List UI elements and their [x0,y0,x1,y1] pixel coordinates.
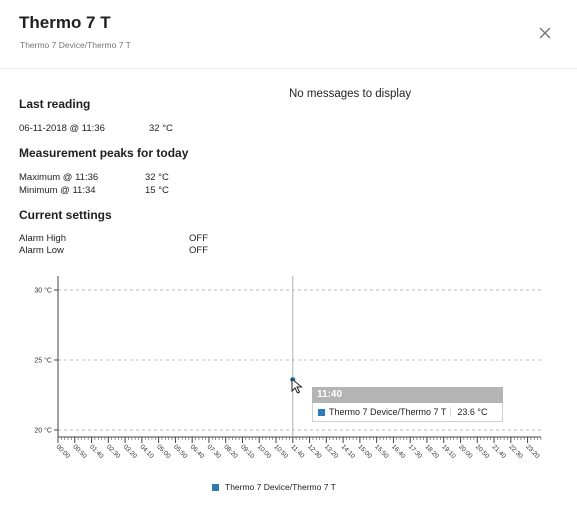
alarm-high-label: Alarm High [19,233,66,244]
x-tick-label: 17:30 [407,443,424,460]
x-tick-label: 20:00 [457,443,474,460]
y-tick-label: 20 °C [34,427,52,435]
x-tick-label: 00:00 [55,443,72,460]
maximum-label: Maximum @ 11:36 [19,172,99,183]
chart-tooltip: 11:40 Thermo 7 Device/Thermo 7 T 23.6 °C [312,387,503,422]
x-tick-label: 20:50 [474,443,491,460]
dialog-subtitle: Thermo 7 Device/Thermo 7 T [20,40,131,50]
alarm-low-value: OFF [189,245,208,256]
x-tick-label: 19:10 [440,443,457,460]
alarm-high-value: OFF [189,233,208,244]
last-reading-heading: Last reading [19,97,91,111]
tooltip-time: 11:40 [312,387,503,403]
x-tick-label: 15:50 [373,443,390,460]
x-tick-label: 06:40 [189,443,206,460]
x-tick-label: 13:20 [323,443,340,460]
close-icon [539,27,551,39]
x-tick-label: 01:40 [88,443,105,460]
tooltip-swatch [318,408,325,416]
minimum-value: 15 °C [145,185,169,196]
last-reading-value: 32 °C [149,123,173,134]
x-tick-label: 15:00 [356,443,373,460]
no-messages-text: No messages to display [289,88,412,100]
x-tick-label: 21:40 [491,443,508,460]
x-tick-label: 23:20 [524,443,541,460]
x-tick-label: 07:30 [206,443,223,460]
x-tick-label: 05:50 [172,443,189,460]
temperature-chart[interactable]: 30 °C 25 °C 20 °C00:00 00:50 01:40 02:30 03:20… [0,270,577,480]
tooltip-body: Thermo 7 Device/Thermo 7 T 23.6 °C [312,403,503,422]
x-tick-label: 16:40 [390,443,407,460]
peaks-heading: Measurement peaks for today [19,146,189,160]
x-tick-label: 10:50 [273,443,290,460]
dialog-title: Thermo 7 T [19,13,111,32]
x-tick-label: 05:00 [155,443,172,460]
last-reading-timestamp: 06-11-2018 @ 11:36 [19,123,105,134]
y-tick-label: 30 °C [34,287,52,295]
x-tick-label: 04:10 [138,443,155,460]
chart-legend[interactable]: Thermo 7 Device/Thermo 7 T [212,480,336,494]
tooltip-value: 23.6 °C [457,407,488,417]
x-tick-label: 08:20 [222,443,239,460]
x-tick-label: 18:20 [424,443,441,460]
x-tick-label: 22:30 [507,443,524,460]
legend-series-label: Thermo 7 Device/Thermo 7 T [225,482,336,492]
dialog-header: Thermo 7 T Thermo 7 Device/Thermo 7 T [0,0,577,69]
x-tick-label: 14:10 [340,443,357,460]
maximum-value: 32 °C [145,172,169,183]
tooltip-series-name: Thermo 7 Device/Thermo 7 T [329,407,452,417]
mouse-pointer-icon [291,378,303,394]
x-tick-label: 09:10 [239,443,256,460]
x-tick-label: 10:00 [256,443,273,460]
x-tick-label: 11:40 [289,443,305,459]
legend-swatch [212,483,219,491]
close-button[interactable] [536,24,554,42]
y-tick-label: 25 °C [34,357,52,365]
x-tick-label: 02:30 [105,443,122,460]
minimum-label: Minimum @ 11:34 [19,185,96,196]
alarm-low-label: Alarm Low [19,245,64,256]
x-tick-label: 12:30 [306,443,323,460]
x-tick-label: 03:20 [122,443,139,460]
settings-heading: Current settings [19,208,112,222]
x-tick-label: 00:50 [71,443,88,460]
